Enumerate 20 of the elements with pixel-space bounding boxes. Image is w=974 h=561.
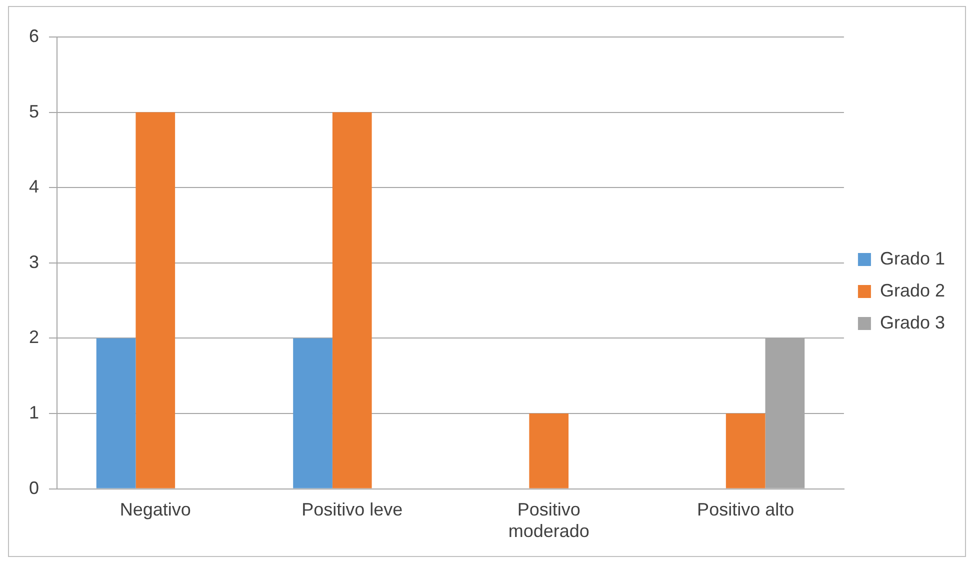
legend-label: Grado 2 (880, 280, 946, 300)
y-tick-label: 3 (28, 252, 40, 272)
y-tick-label: 2 (28, 327, 40, 348)
bar (136, 112, 176, 488)
x-tick-label: Positivo alto (697, 500, 794, 520)
legend-label: Grado 3 (880, 312, 946, 332)
y-tick-label: 6 (28, 26, 40, 46)
x-tick-label: Negativo (120, 500, 191, 520)
x-tick-label: Positivo leve (302, 500, 403, 520)
bar (726, 414, 766, 488)
bar (332, 112, 372, 488)
y-tick-label: 5 (28, 101, 40, 122)
bar (293, 338, 332, 488)
bar (96, 338, 136, 488)
y-tick-label: 1 (28, 402, 40, 422)
legend-label: Grado 1 (880, 248, 946, 268)
x-tick-label: Positivo moderado (508, 500, 590, 542)
bar (529, 414, 569, 488)
y-tick-label: 4 (28, 176, 40, 197)
y-tick-label: 0 (28, 478, 40, 498)
